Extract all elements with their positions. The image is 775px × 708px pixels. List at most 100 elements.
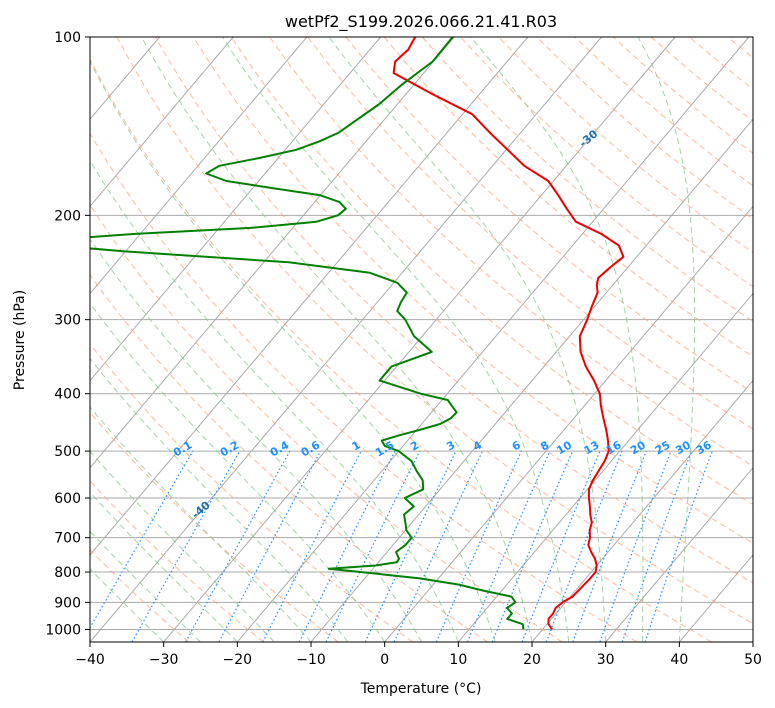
moist-adiabat-line xyxy=(90,530,201,642)
mixing-ratio-line xyxy=(90,450,194,629)
isotherm-line xyxy=(90,37,308,295)
moist-adiabat-line xyxy=(90,238,422,642)
mixing-ratio-line xyxy=(521,450,601,642)
moist-adiabat-line xyxy=(222,37,570,642)
y-tick-label: 100 xyxy=(54,30,81,46)
mixing-ratio-line xyxy=(364,450,457,642)
x-tick-label: 30 xyxy=(597,652,615,668)
dry-adiabat-line xyxy=(766,37,775,642)
dry-adiabat-line xyxy=(536,37,753,220)
plot-frame xyxy=(89,36,754,643)
isotherm-line xyxy=(752,641,753,642)
mixing-ratio-label: 36 xyxy=(694,438,714,457)
mixing-ratio-label: 1.5 xyxy=(373,438,396,459)
background-lines xyxy=(0,37,775,642)
mixing-ratio-label: 0.6 xyxy=(299,438,323,459)
y-tick-label: 300 xyxy=(54,313,81,329)
moist-adiabat-line xyxy=(90,450,275,642)
dry-adiabat-line xyxy=(460,37,753,288)
mixing-ratio-line xyxy=(185,450,291,642)
mixing-ratio-line xyxy=(262,450,362,642)
isotherm-line xyxy=(384,205,753,642)
moist-adiabat-line xyxy=(90,60,496,642)
dry-adiabat-line xyxy=(689,37,753,90)
isotherm-line xyxy=(531,379,753,642)
x-tick-label: −30 xyxy=(149,652,179,668)
x-tick-label: 0 xyxy=(380,652,389,668)
mixing-ratio-line xyxy=(298,450,396,642)
isotherm-line xyxy=(605,466,753,642)
mixing-ratio-line xyxy=(218,450,322,642)
x-tick-label: −40 xyxy=(75,652,105,668)
mixing-ratio-line xyxy=(435,450,522,642)
dry-adiabat-line xyxy=(90,480,264,642)
isotherm-label: -40 xyxy=(189,498,213,521)
isotherm-line xyxy=(90,37,234,208)
moist-adiabat-line xyxy=(90,568,165,642)
dry-adiabat-line xyxy=(574,37,753,187)
y-tick-label: 500 xyxy=(54,444,81,460)
dry-adiabat-line xyxy=(269,37,753,467)
x-tick-label: 10 xyxy=(449,652,467,668)
y-tick-label: 600 xyxy=(54,491,81,507)
isotherm-line xyxy=(90,37,455,469)
reference-line-labels: -40-300.1 0.2 0.4 0.6 1 1.5 2 3 4 6 8 10 13 16 20 25 30 3… xyxy=(171,127,714,521)
mixing-ratio-line xyxy=(393,450,484,642)
mixing-ratio-line xyxy=(644,450,713,642)
moist-adiabat-line xyxy=(90,302,386,642)
y-tick-label: 900 xyxy=(54,595,81,611)
sounding-profiles xyxy=(90,37,625,630)
isotherm-line xyxy=(90,37,529,556)
dewpoint-profile-line xyxy=(90,37,525,630)
mixing-ratio-line xyxy=(325,450,421,642)
dry-adiabat-line xyxy=(154,37,753,584)
temperature-profile-line xyxy=(392,37,625,630)
y-tick-label: 1000 xyxy=(45,622,81,638)
isotherm-line xyxy=(678,554,753,642)
isotherm-line xyxy=(236,37,750,642)
moist-adiabat-line xyxy=(90,159,459,642)
mixing-ratio-line xyxy=(466,450,551,642)
x-axis: −40 −30 −20 −10 0 10 20 30 40 50 xyxy=(75,642,762,668)
dry-adiabat-line xyxy=(90,274,488,642)
isotherm-line xyxy=(0,37,12,642)
y-axis-label: Pressure (hPa) xyxy=(12,290,28,390)
mixing-ratio-label: 0.4 xyxy=(268,438,292,459)
moist-adiabat-line xyxy=(637,37,696,642)
x-tick-label: 40 xyxy=(670,652,688,668)
moist-adiabat-line xyxy=(141,37,533,642)
mixing-ratio-label: 10 xyxy=(554,438,574,457)
dry-adiabat-line xyxy=(90,204,563,642)
mixing-ratio-line xyxy=(545,450,623,642)
dry-adiabat-line xyxy=(498,37,753,254)
dry-adiabat-line xyxy=(90,343,414,642)
dry-adiabat-line xyxy=(90,58,712,642)
dry-adiabat-line xyxy=(307,37,753,430)
mixing-ratio-line xyxy=(621,450,693,642)
x-tick-label: 20 xyxy=(523,652,541,668)
y-axis: 100 200 300 400 500 600 700 800 900 1000 xyxy=(45,30,90,638)
isotherm-line xyxy=(457,292,753,642)
dry-adiabat-line xyxy=(650,37,753,122)
y-tick-label: 800 xyxy=(54,565,81,581)
moist-adiabat-line xyxy=(470,37,644,642)
mixing-ratio-line xyxy=(572,450,647,642)
x-tick-label: −10 xyxy=(296,652,326,668)
mixing-ratio-label: 13 xyxy=(582,438,602,457)
x-axis-label: Temperature (°C) xyxy=(360,681,482,697)
mixing-ratio-line xyxy=(491,450,574,642)
isotherm-line xyxy=(163,37,676,642)
mixing-ratio-label: 0.2 xyxy=(218,438,241,459)
mixing-ratio-line xyxy=(131,450,241,642)
isotherm-label: -30 xyxy=(577,127,601,150)
dry-adiabat-line xyxy=(345,37,753,394)
dry-adiabat-line xyxy=(90,411,339,642)
moist-adiabat-line xyxy=(90,357,349,642)
dry-adiabat-line xyxy=(727,37,753,59)
moist-adiabat-line xyxy=(90,406,312,642)
y-tick-label: 700 xyxy=(54,531,81,547)
dry-adiabat-line xyxy=(90,549,190,642)
isotherm-line xyxy=(90,37,381,382)
dry-adiabat-line xyxy=(90,132,638,642)
